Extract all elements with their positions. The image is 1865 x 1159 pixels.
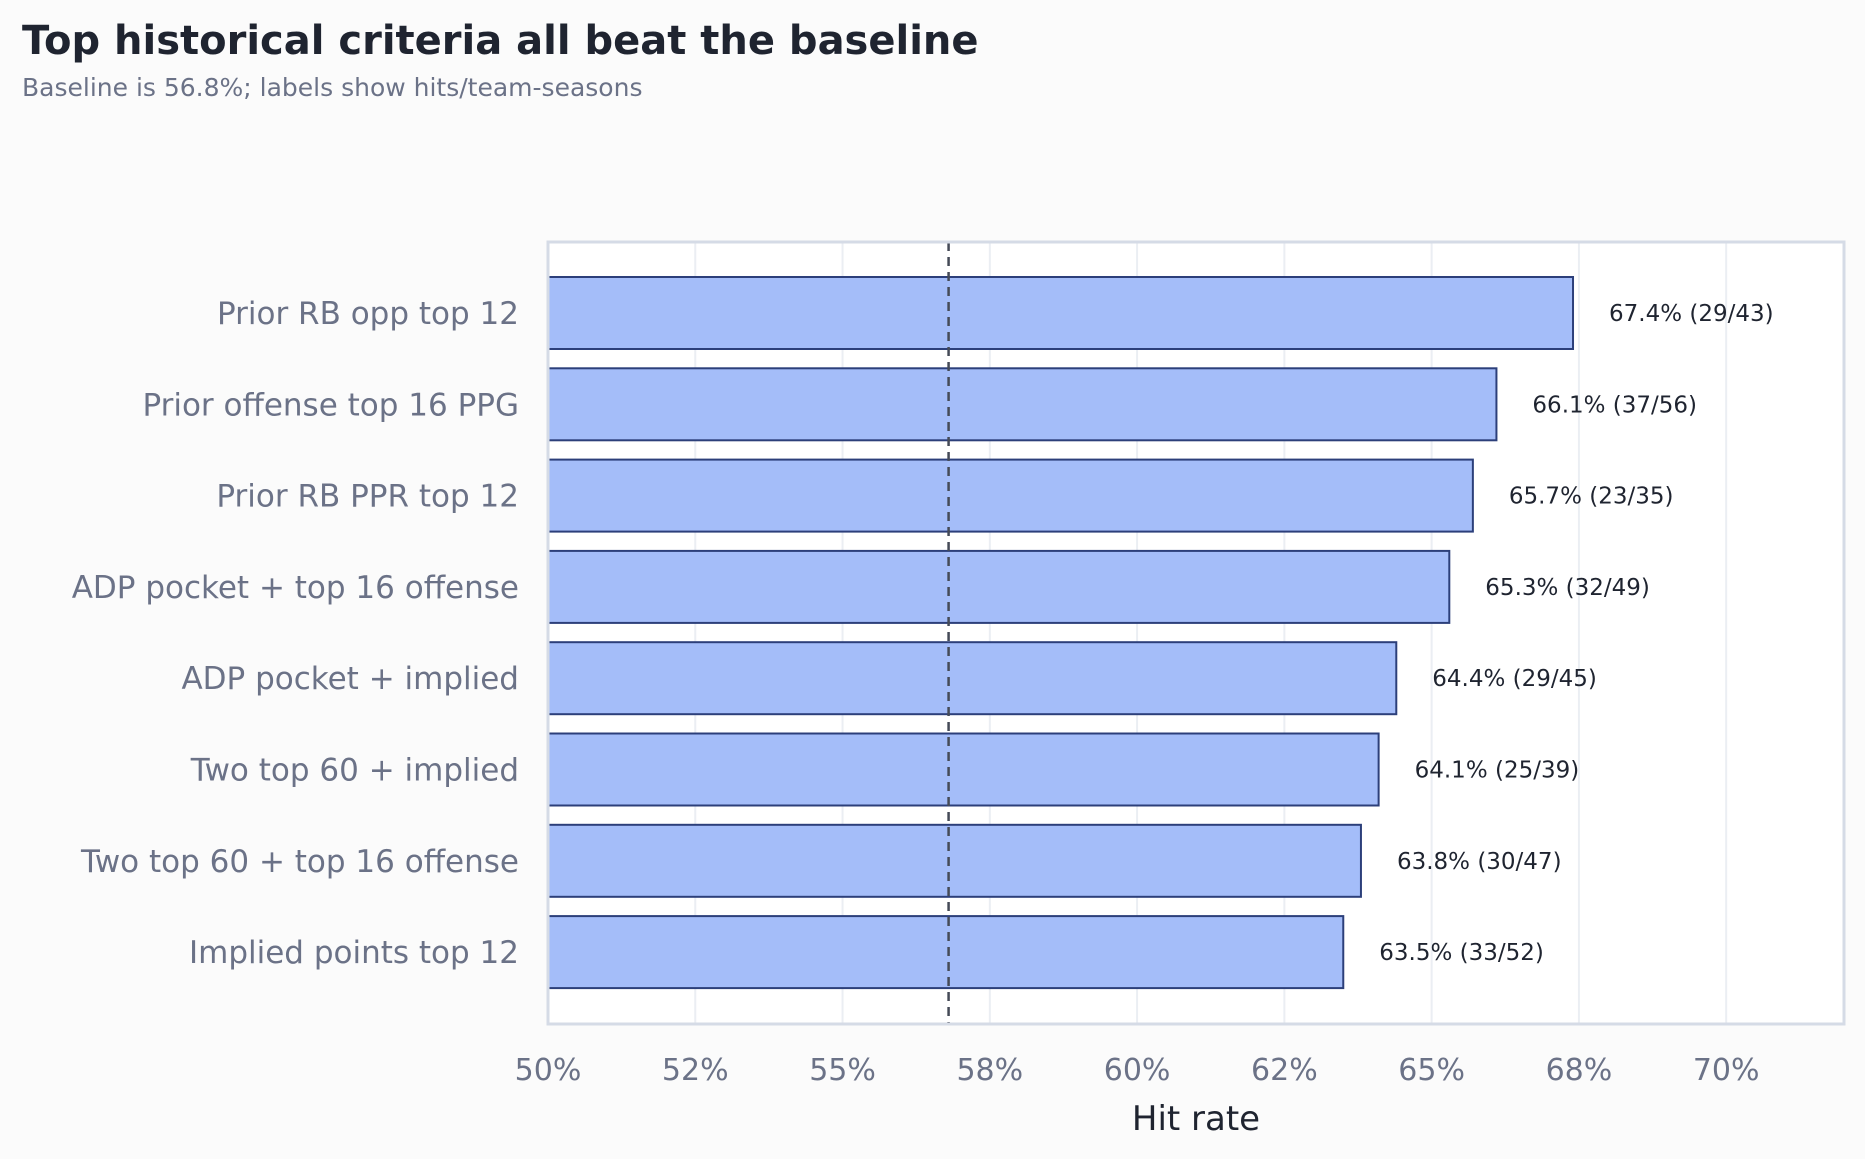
data-label: 63.8% (30/47) (1397, 849, 1562, 875)
bar (547, 915, 1345, 990)
bar (547, 458, 1474, 533)
data-label: 66.1% (37/56) (1532, 392, 1697, 418)
chart-subtitle: Baseline is 56.8%; labels show hits/team… (22, 73, 642, 102)
bar (547, 549, 1451, 624)
data-label: 67.4% (29/43) (1609, 301, 1774, 327)
data-label: 63.5% (33/52) (1379, 940, 1544, 966)
bar (547, 732, 1380, 807)
x-tick-label: 60% (1104, 1053, 1171, 1088)
x-tick-labels: 50% 52% 55% 58% 60% 62% 65% 68% 70% (515, 1053, 1760, 1088)
category-label: Prior RB opp top 12 (217, 296, 519, 332)
bars (547, 276, 1575, 990)
data-label: 64.4% (29/45) (1432, 666, 1597, 692)
category-label: Prior RB PPR top 12 (216, 479, 519, 515)
category-label: Prior offense top 16 PPG (142, 387, 519, 423)
bar (547, 276, 1575, 350)
data-label: 65.7% (23/35) (1509, 484, 1674, 510)
category-label: Two top 60 + implied (190, 753, 519, 789)
x-tick-label: 50% (515, 1053, 582, 1088)
x-tick-label: 58% (956, 1053, 1023, 1088)
data-labels: 67.4% (29/43) 66.1% (37/56) 65.7% (23/35) 6… (1379, 301, 1773, 966)
x-tick-label: 62% (1251, 1053, 1318, 1088)
category-label: Two top 60 + top 16 offense (80, 844, 519, 880)
data-label: 65.3% (32/49) (1485, 575, 1650, 601)
bar (547, 823, 1362, 898)
data-label: 64.1% (25/39) (1415, 758, 1580, 784)
x-tick-label: 52% (662, 1053, 729, 1088)
x-tick-label: 55% (809, 1053, 876, 1088)
category-labels: Prior RB opp top 12 Prior offense top 16 … (72, 296, 519, 971)
plot-frame (546, 240, 1846, 1026)
category-label: ADP pocket + top 16 offense (72, 570, 519, 606)
x-tick-label: 65% (1398, 1053, 1465, 1088)
chart-title: Top historical criteria all beat the bas… (22, 18, 979, 64)
category-label: ADP pocket + implied (181, 661, 519, 697)
x-tick-label: 68% (1546, 1053, 1613, 1088)
bar (547, 367, 1498, 442)
x-axis-label: Hit rate (1132, 1099, 1260, 1139)
plot-area (548, 242, 1844, 1024)
category-label: Implied points top 12 (189, 935, 519, 971)
bar (547, 641, 1398, 716)
x-tick-label: 70% (1693, 1053, 1760, 1088)
